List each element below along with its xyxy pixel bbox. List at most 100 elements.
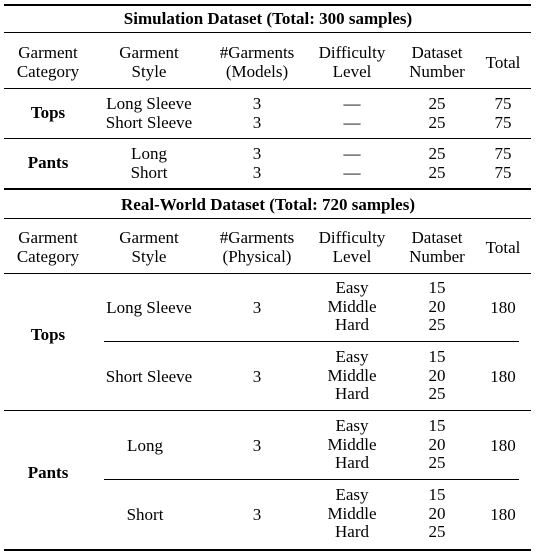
difficulty-hard: Hard bbox=[335, 522, 369, 541]
real-world-title: Real-World Dataset (Total: 720 samples) bbox=[120, 195, 416, 214]
sim-header-difficulty-2: Level bbox=[332, 62, 372, 81]
difficulty-hard: Hard bbox=[335, 453, 369, 472]
rw-garments: 3 bbox=[252, 436, 262, 455]
rw-total: 180 bbox=[490, 505, 516, 524]
rw-dataset-numbers: 15 20 25 bbox=[428, 347, 446, 404]
sim-header-category-1: Garment bbox=[18, 43, 78, 62]
sim-total: 75 bbox=[494, 163, 512, 182]
difficulty-middle: Middle bbox=[327, 503, 377, 523]
dataset-number: 25 bbox=[428, 522, 446, 541]
rw-header-dataset-2: Number bbox=[409, 247, 465, 266]
sim-header-dataset-1: Dataset bbox=[411, 43, 463, 62]
difficulty-easy: Easy bbox=[335, 347, 369, 366]
dataset-number: 20 bbox=[428, 503, 446, 523]
sim-total: 75 bbox=[494, 144, 512, 163]
dataset-number: 25 bbox=[428, 453, 446, 472]
rw-difficulty-levels: Easy Middle Hard bbox=[327, 278, 377, 335]
rw-category-tops: Tops bbox=[30, 325, 66, 344]
sim-dataset: 25 bbox=[428, 144, 446, 163]
rw-header-style-1: Garment bbox=[119, 228, 179, 247]
rw-dataset-numbers: 15 20 25 bbox=[428, 485, 446, 542]
sim-header-garments-2: (Models) bbox=[225, 62, 289, 81]
rw-style: Long Sleeve bbox=[106, 298, 192, 317]
rw-dataset-numbers: 15 20 25 bbox=[428, 278, 446, 335]
sim-total: 75 bbox=[494, 94, 512, 113]
sim-difficulty: — bbox=[343, 113, 361, 132]
sim-style: Short bbox=[130, 163, 168, 182]
rw-garments: 3 bbox=[252, 367, 262, 386]
sim-garments: 3 bbox=[252, 144, 262, 163]
dataset-number: 25 bbox=[428, 384, 446, 403]
rw-subrow-rule bbox=[104, 479, 519, 480]
dataset-number: 15 bbox=[428, 416, 446, 435]
sim-header-total: Total bbox=[485, 53, 521, 72]
sim-header-category-2: Category bbox=[16, 62, 80, 81]
rw-style: Long bbox=[127, 436, 163, 455]
sim-total: 75 bbox=[494, 113, 512, 132]
rw-difficulty-levels: Easy Middle Hard bbox=[327, 485, 377, 542]
bottom-rule bbox=[4, 549, 531, 551]
rw-total: 180 bbox=[490, 298, 516, 317]
sim-dataset: 25 bbox=[428, 163, 446, 182]
rw-header-category-1: Garment bbox=[18, 228, 78, 247]
rw-header-category-2: Category bbox=[16, 247, 80, 266]
sim-garments: 3 bbox=[252, 94, 262, 113]
rw-style: Short Sleeve bbox=[105, 367, 193, 386]
sim-header-rule bbox=[4, 88, 531, 89]
sim-style: Short Sleeve bbox=[105, 113, 193, 132]
difficulty-middle: Middle bbox=[327, 296, 377, 316]
rw-header-style-2: Style bbox=[131, 247, 167, 266]
difficulty-hard: Hard bbox=[335, 384, 369, 403]
sim-garments: 3 bbox=[252, 163, 262, 182]
simulation-title: Simulation Dataset (Total: 300 samples) bbox=[123, 9, 413, 28]
rw-garments: 3 bbox=[252, 505, 262, 524]
rw-header-difficulty-2: Level bbox=[332, 247, 372, 266]
sim-style: Long bbox=[131, 144, 167, 163]
difficulty-hard: Hard bbox=[335, 315, 369, 334]
difficulty-easy: Easy bbox=[335, 278, 369, 297]
difficulty-middle: Middle bbox=[327, 434, 377, 454]
sim-category-tops: Tops bbox=[30, 103, 66, 122]
rw-header-total: Total bbox=[485, 238, 521, 257]
difficulty-middle: Middle bbox=[327, 365, 377, 385]
sim-difficulty: — bbox=[343, 144, 361, 163]
rw-title-rule bbox=[4, 218, 531, 219]
sim-header-style-2: Style bbox=[131, 62, 167, 81]
sim-header-difficulty-1: Difficulty bbox=[318, 43, 386, 62]
sim-header-garments-1: #Garments bbox=[219, 43, 295, 62]
rw-header-garments-1: #Garments bbox=[219, 228, 295, 247]
sim-header-dataset-2: Number bbox=[409, 62, 465, 81]
sim-title-rule bbox=[4, 32, 531, 33]
rw-header-dataset-1: Dataset bbox=[411, 228, 463, 247]
sim-dataset: 25 bbox=[428, 113, 446, 132]
rw-garments: 3 bbox=[252, 298, 262, 317]
dataset-number: 20 bbox=[428, 296, 446, 316]
sim-category-pants: Pants bbox=[27, 153, 69, 172]
rw-group-rule bbox=[4, 410, 531, 411]
rw-total: 180 bbox=[490, 436, 516, 455]
dataset-number: 15 bbox=[428, 278, 446, 297]
sim-header-style-1: Garment bbox=[119, 43, 179, 62]
difficulty-easy: Easy bbox=[335, 416, 369, 435]
rw-difficulty-levels: Easy Middle Hard bbox=[327, 416, 377, 473]
sim-difficulty: — bbox=[343, 94, 361, 113]
sim-dataset: 25 bbox=[428, 94, 446, 113]
section-rule bbox=[4, 188, 531, 190]
dataset-number: 15 bbox=[428, 485, 446, 504]
rw-header-rule bbox=[4, 273, 531, 274]
rw-subrow-rule bbox=[104, 341, 519, 342]
dataset-number: 25 bbox=[428, 315, 446, 334]
sim-difficulty: — bbox=[343, 163, 361, 182]
rw-total: 180 bbox=[490, 367, 516, 386]
rw-header-difficulty-1: Difficulty bbox=[318, 228, 386, 247]
rw-category-pants: Pants bbox=[27, 463, 69, 482]
dataset-number: 20 bbox=[428, 434, 446, 454]
rw-dataset-numbers: 15 20 25 bbox=[428, 416, 446, 473]
rw-header-garments-2: (Physical) bbox=[222, 247, 292, 266]
sim-group-rule bbox=[4, 138, 531, 139]
sim-style: Long Sleeve bbox=[106, 94, 192, 113]
sim-garments: 3 bbox=[252, 113, 262, 132]
top-rule bbox=[4, 4, 531, 6]
rw-style: Short bbox=[126, 505, 164, 524]
dataset-number: 15 bbox=[428, 347, 446, 366]
